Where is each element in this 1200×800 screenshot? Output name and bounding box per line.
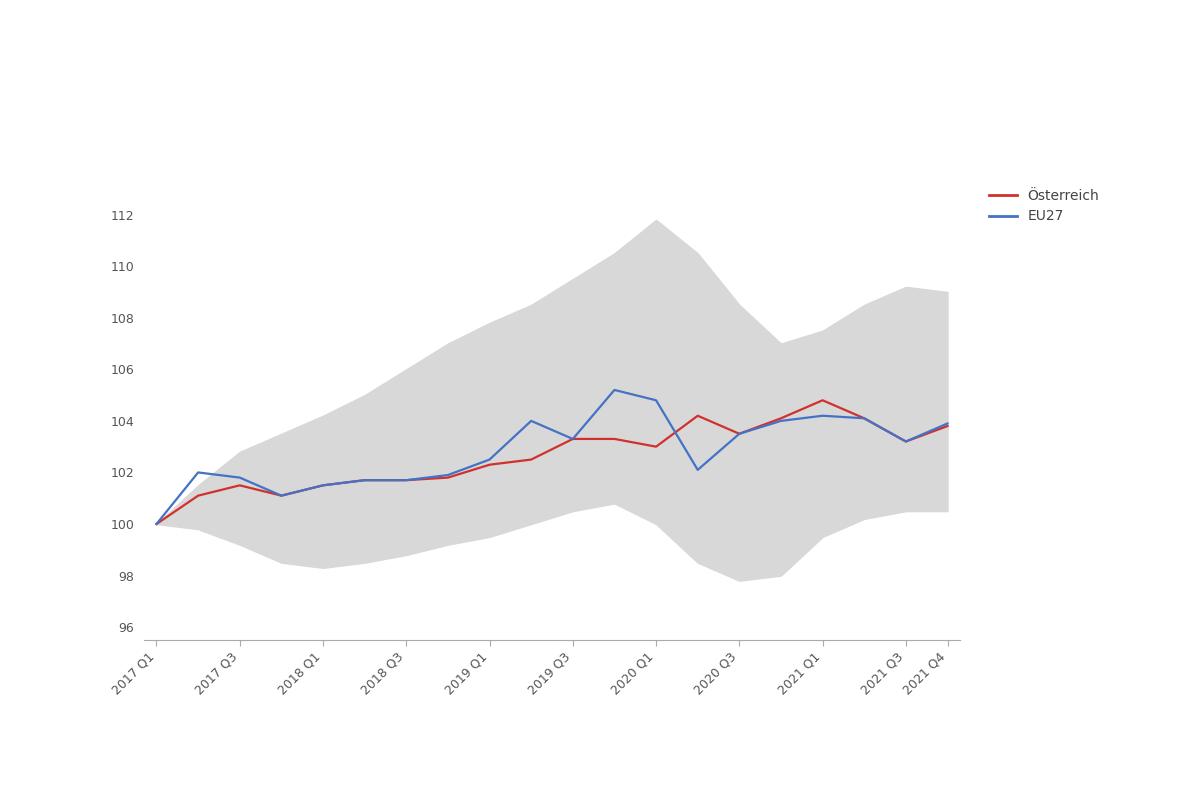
Österreich [816, 395, 830, 405]
Österreich [440, 473, 455, 482]
Österreich [649, 442, 664, 451]
EU27 [482, 454, 497, 464]
EU27 [149, 519, 163, 529]
Österreich [316, 481, 330, 490]
Legend: Österreich, EU27: Österreich, EU27 [983, 183, 1105, 229]
Österreich [358, 475, 372, 485]
Österreich [524, 454, 539, 464]
EU27 [358, 475, 372, 485]
Österreich [149, 519, 163, 529]
EU27 [440, 470, 455, 480]
Österreich [482, 460, 497, 470]
Österreich [565, 434, 580, 444]
EU27 [941, 418, 955, 428]
Line: EU27: EU27 [156, 390, 948, 524]
Österreich [857, 414, 871, 423]
EU27 [649, 395, 664, 405]
EU27 [274, 491, 288, 501]
Österreich [191, 491, 205, 501]
Österreich [274, 491, 288, 501]
Österreich [400, 475, 414, 485]
EU27 [857, 414, 871, 423]
Österreich [941, 422, 955, 431]
EU27 [774, 416, 788, 426]
Österreich [607, 434, 622, 444]
EU27 [732, 429, 746, 438]
EU27 [899, 437, 913, 446]
EU27 [816, 411, 830, 421]
EU27 [191, 468, 205, 478]
EU27 [400, 475, 414, 485]
EU27 [233, 473, 247, 482]
Österreich [774, 414, 788, 423]
Österreich [732, 429, 746, 438]
EU27 [565, 434, 580, 444]
Österreich [690, 411, 704, 421]
Österreich [233, 481, 247, 490]
EU27 [524, 416, 539, 426]
Line: Österreich: Österreich [156, 400, 948, 524]
Österreich [899, 437, 913, 446]
EU27 [607, 385, 622, 394]
EU27 [690, 465, 704, 474]
EU27 [316, 481, 330, 490]
